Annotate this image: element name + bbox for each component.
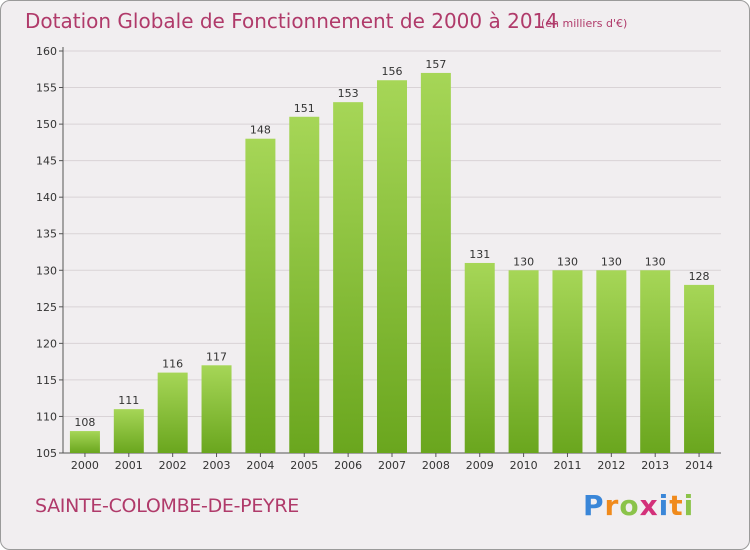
x-tick-label: 2000 — [71, 459, 99, 472]
y-tick-label: 120 — [36, 337, 57, 350]
logo-letter: r — [604, 489, 620, 522]
logo-letter: x — [639, 489, 659, 522]
x-tick-label: 2008 — [422, 459, 450, 472]
data-label-2005: 151 — [294, 102, 315, 115]
y-tick-label: 115 — [36, 374, 57, 387]
data-label-2011: 130 — [557, 255, 578, 268]
y-tick-label: 150 — [36, 118, 57, 131]
bar-2013 — [640, 270, 671, 453]
x-tick-label: 2013 — [641, 459, 669, 472]
proxiti-logo[interactable]: Proxiti — [583, 489, 694, 522]
chart-unit-note: (en milliers d'€) — [541, 17, 628, 30]
x-tick-label: 2005 — [290, 459, 318, 472]
y-tick-label: 135 — [36, 228, 57, 241]
x-tick-label: 2001 — [115, 459, 143, 472]
data-labels: 108 111 116 117 148 151 153 156 157 131 130 130 130 1… — [74, 58, 709, 429]
y-tick-label: 140 — [36, 191, 57, 204]
data-label-2010: 130 — [513, 255, 534, 268]
y-tick-label: 125 — [36, 301, 57, 314]
bar-2007 — [377, 80, 407, 454]
y-tick-label: 160 — [36, 45, 57, 58]
x-tick-label: 2002 — [159, 459, 187, 472]
bar-2010 — [508, 270, 539, 453]
bar-2003 — [201, 365, 232, 453]
data-label-2014: 128 — [689, 270, 710, 283]
x-tick-label: 2010 — [510, 459, 538, 472]
bar-2008 — [420, 72, 451, 453]
data-label-2002: 116 — [162, 358, 183, 371]
bar-2004 — [245, 138, 276, 453]
x-tick-label: 2007 — [378, 459, 406, 472]
data-label-2004: 148 — [250, 124, 271, 137]
commune-name: SAINTE-COLOMBE-DE-PEYRE — [35, 495, 299, 517]
bar-2000 — [69, 431, 100, 453]
chart-title: Dotation Globale de Fonctionnement de 20… — [25, 9, 558, 33]
bar-2009 — [464, 262, 495, 453]
x-tick-label: 2006 — [334, 459, 362, 472]
bar-2011 — [552, 270, 583, 453]
data-label-2000: 108 — [74, 416, 95, 429]
x-tick-label: 2009 — [466, 459, 494, 472]
data-label-2001: 111 — [118, 394, 139, 407]
data-label-2006: 153 — [338, 87, 359, 100]
data-label-2009: 131 — [469, 248, 490, 261]
y-tick-label: 145 — [36, 155, 57, 168]
bar-2006 — [333, 102, 364, 453]
bar-2014 — [684, 284, 715, 453]
y-tick-label: 110 — [36, 410, 57, 423]
data-label-2007: 156 — [382, 65, 403, 78]
data-label-2003: 117 — [206, 350, 227, 363]
x-tick-label: 2014 — [685, 459, 713, 472]
bar-2001 — [113, 409, 144, 453]
logo-letter: t — [669, 489, 684, 522]
bar-2002 — [157, 372, 188, 453]
bars — [69, 72, 715, 454]
x-tick-label: 2011 — [553, 459, 581, 472]
bar-2005 — [289, 116, 320, 454]
logo-letter: i — [683, 489, 695, 522]
y-tick-label: 155 — [36, 82, 57, 95]
bar-2012 — [596, 270, 627, 453]
y-tick-label: 130 — [36, 264, 57, 277]
x-tick-label: 2003 — [203, 459, 231, 472]
logo-letter: P — [583, 489, 605, 522]
x-tick-label: 2012 — [597, 459, 625, 472]
logo-letter: i — [658, 489, 670, 522]
data-label-2008: 157 — [425, 58, 446, 71]
data-label-2012: 130 — [601, 255, 622, 268]
data-label-2013: 130 — [645, 255, 666, 268]
x-tick-label: 2004 — [246, 459, 274, 472]
y-tick-label: 105 — [36, 447, 57, 460]
logo-letter: o — [619, 489, 640, 522]
